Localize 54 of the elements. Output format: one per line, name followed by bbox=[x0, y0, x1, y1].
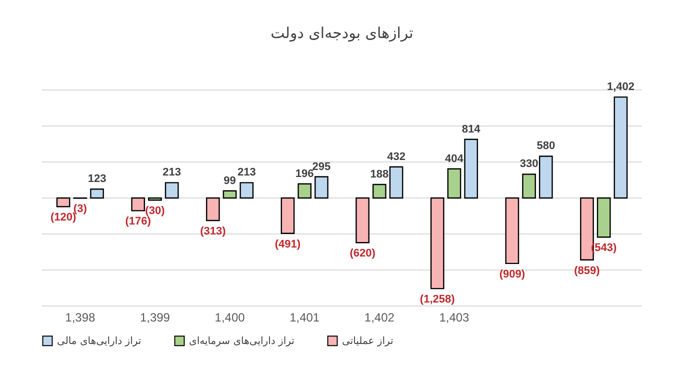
bar bbox=[505, 197, 520, 264]
legend-label: تراز عملیاتی bbox=[342, 336, 394, 347]
data-label: 295 bbox=[312, 160, 331, 173]
data-label: 580 bbox=[536, 140, 556, 152]
x-tick-label: 1,398 bbox=[65, 310, 96, 324]
data-label: (620) bbox=[350, 248, 376, 260]
x-tick-label: 1,401 bbox=[290, 310, 320, 324]
bar bbox=[222, 190, 237, 199]
x-tick-label: 1,400 bbox=[214, 310, 246, 324]
chart-title: ترازهای بودجه‌ای دولت bbox=[270, 24, 414, 42]
data-label: 814 bbox=[462, 123, 482, 136]
data-label: 404 bbox=[445, 152, 464, 165]
data-label: 213 bbox=[162, 166, 182, 179]
data-label: (120) bbox=[50, 212, 76, 224]
bar bbox=[464, 138, 478, 199]
bar bbox=[148, 197, 162, 201]
data-label: (859) bbox=[574, 264, 600, 277]
data-label: 330 bbox=[520, 158, 538, 170]
data-label: 1,402 bbox=[606, 81, 634, 94]
bar bbox=[90, 188, 104, 199]
data-label: 213 bbox=[237, 166, 256, 179]
data-label: 188 bbox=[370, 168, 389, 180]
bar bbox=[389, 166, 404, 199]
x-tick-label: 1,403 bbox=[439, 310, 470, 324]
data-label: 99 bbox=[224, 174, 236, 187]
bar bbox=[522, 174, 536, 199]
data-label: (909) bbox=[499, 268, 526, 280]
x-tick-label: 1,402 bbox=[364, 310, 395, 324]
bar bbox=[314, 176, 328, 199]
data-label: 432 bbox=[387, 150, 406, 163]
legend-label: تراز دارایی‌های مالی bbox=[57, 336, 142, 347]
data-label: (1,258) bbox=[420, 294, 456, 306]
data-label: 196 bbox=[295, 168, 314, 180]
bar bbox=[430, 197, 444, 290]
bar bbox=[56, 197, 70, 208]
bar bbox=[372, 184, 386, 199]
data-label: (313) bbox=[200, 226, 226, 238]
bar bbox=[614, 96, 628, 199]
bar bbox=[447, 168, 462, 199]
data-label: (491) bbox=[274, 238, 301, 250]
bar bbox=[240, 182, 254, 199]
data-label: (176) bbox=[125, 216, 152, 228]
bar bbox=[280, 197, 295, 234]
bar bbox=[206, 197, 220, 222]
bar bbox=[596, 197, 611, 238]
data-label: (30) bbox=[145, 205, 166, 218]
bar bbox=[538, 156, 553, 199]
bar bbox=[164, 182, 179, 199]
data-label: 123 bbox=[88, 173, 106, 186]
x-tick-label: 1,399 bbox=[140, 310, 170, 324]
bar bbox=[356, 197, 370, 244]
bar bbox=[131, 197, 146, 212]
legend-label: تراز دارایی‌های سرمایه‌ای bbox=[189, 336, 295, 347]
bar bbox=[298, 183, 312, 199]
